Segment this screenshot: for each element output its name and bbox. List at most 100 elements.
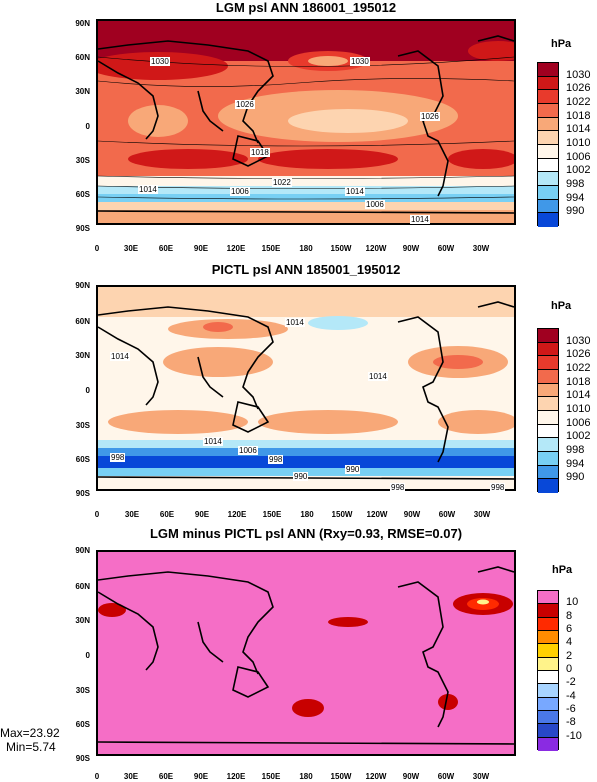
legend-bar-1	[537, 62, 559, 227]
contour-label: 1014	[368, 372, 388, 381]
legend-label: 990	[566, 205, 585, 218]
legend-label: 8	[566, 609, 573, 622]
lat-tick: 90N	[75, 546, 90, 555]
contour-label: 1026	[235, 100, 255, 109]
lat-tick: 60N	[75, 317, 90, 326]
legend-swatch	[538, 213, 558, 227]
panel-title: LGM psl ANN 186001_195012	[215, 0, 397, 15]
legend-swatch	[538, 479, 558, 493]
panel-title: LGM minus PICTL psl ANN (Rxy=0.93, RMSE=…	[149, 526, 463, 541]
lat-tick: 90N	[75, 19, 90, 28]
lat-tick: 90S	[75, 489, 90, 498]
legend-swatch	[538, 397, 558, 411]
legend-swatch	[538, 369, 558, 384]
legend-label: 1026	[566, 348, 591, 361]
contour-label: 1022	[272, 178, 292, 187]
legend-swatch	[538, 697, 558, 711]
contour-label: 1018	[250, 148, 270, 157]
legend-label: 1002	[566, 430, 591, 443]
legend-swatch	[538, 185, 558, 200]
lat-tick: 60S	[75, 455, 90, 464]
legend-label: 1022	[566, 362, 591, 374]
lon-tick: 30E	[123, 244, 139, 253]
lon-tick: 90W	[402, 244, 420, 253]
lon-tick: 30W	[472, 772, 490, 781]
legend-swatch	[538, 451, 558, 466]
legend-swatch	[538, 465, 558, 480]
contour-label: 1006	[365, 200, 385, 209]
legend-label: 1010	[566, 137, 591, 149]
lon-tick: 60E	[158, 772, 174, 781]
lon-tick: 120E	[226, 244, 246, 253]
contour-label: 998	[390, 483, 406, 492]
lon-tick: 150E	[261, 244, 281, 253]
contour-label: 1006	[238, 446, 258, 455]
legend-swatch	[538, 617, 558, 631]
legend-swatch	[538, 438, 558, 452]
contour-label: 1014	[203, 437, 223, 446]
legend-swatch	[538, 684, 558, 698]
lat-tick: 30N	[75, 351, 90, 360]
lon-tick: 150E	[262, 510, 282, 519]
legend-label: -8	[566, 716, 576, 729]
lon-tick: 120W	[365, 244, 387, 253]
lat-tick: 60N	[75, 53, 90, 62]
legend-swatch	[538, 63, 558, 77]
lon-tick: 90E	[194, 510, 210, 519]
legend-label: 998	[566, 178, 585, 190]
lon-tick: 180	[299, 244, 313, 253]
min-value: Min=5.74	[6, 740, 56, 754]
lgm-map	[96, 19, 516, 225]
legend-label: 1026	[566, 82, 591, 95]
legend-label: 998	[566, 444, 585, 456]
contour-label: 990	[293, 472, 309, 481]
legend-swatch	[538, 710, 558, 725]
unit-label: hPa	[552, 564, 573, 576]
legend-swatch	[538, 131, 558, 145]
lon-tick: 180	[299, 772, 313, 781]
lat-tick: 60S	[75, 720, 90, 729]
legend-swatch	[538, 630, 558, 645]
legend-label: -6	[566, 703, 576, 715]
unit-label: hPa	[551, 38, 572, 50]
contour-label: 1014	[345, 187, 365, 196]
lon-tick: 0	[94, 244, 100, 253]
legend-swatch	[538, 172, 558, 186]
legend-swatch	[538, 329, 558, 343]
lgm-panel: LGM psl ANN 186001_195012	[0, 0, 597, 260]
contour-label: 1014	[138, 185, 158, 194]
lon-tick: 150W	[331, 510, 353, 519]
legend-label: 1030	[566, 334, 591, 347]
unit-label: hPa	[551, 300, 572, 312]
lat-tick: 30S	[75, 686, 90, 695]
legend-label: 1030	[566, 68, 591, 81]
legend-swatch	[538, 724, 558, 738]
lat-tick: 0	[85, 122, 90, 131]
max-value: Max=23.92	[0, 726, 60, 740]
lon-tick: 30E	[123, 772, 139, 781]
lat-tick: 60S	[75, 190, 90, 199]
legend-swatch	[538, 356, 558, 370]
legend-label: 1018	[566, 375, 591, 388]
legend-label: 990	[566, 471, 585, 484]
contour-label: 1014	[285, 318, 305, 327]
lon-tick: 0	[94, 772, 100, 781]
diff-panel: LGM minus PICTL psl ANN (Rxy=0.93, RMSE=…	[0, 526, 597, 782]
legend-swatch	[538, 103, 558, 118]
legend-label: 10	[566, 596, 579, 609]
contour-label: 990	[345, 465, 361, 474]
lon-tick: 90E	[193, 244, 209, 253]
pictl-panel: PICTL psl ANN 185001_195012	[0, 262, 597, 522]
contour-label: 1026	[420, 112, 440, 121]
lgm-map-svg	[98, 21, 514, 223]
legend-swatch	[538, 737, 558, 751]
lon-tick: 30E	[124, 510, 140, 519]
lon-tick: 60W	[438, 510, 456, 519]
legend-swatch	[538, 410, 558, 425]
contour-label: 998	[110, 453, 126, 462]
lat-tick: 30S	[75, 421, 90, 430]
legend-label: 1010	[566, 403, 591, 415]
contour-label: 1006	[230, 187, 250, 196]
legend-label: 1006	[566, 416, 591, 429]
legend-label: 2	[566, 649, 573, 662]
